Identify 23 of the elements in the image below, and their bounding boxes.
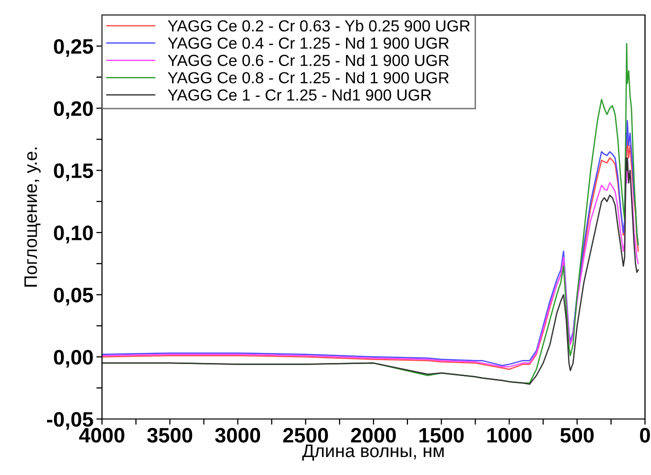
legend-label: YAGG Ce 0.2 - Cr 0.63 - Yb 0.25 900 UGR xyxy=(168,20,470,32)
legend-label: YAGG Ce 0.6 - Cr 1.25 - Nd 1 900 UGR xyxy=(168,54,449,66)
x-tick-label: 2000 xyxy=(351,428,396,443)
x-tick-label: 0 xyxy=(640,428,650,443)
legend-label: YAGG Ce 0.8 - Cr 1.25 - Nd 1 900 UGR xyxy=(168,72,449,84)
x-tick-label: 500 xyxy=(560,428,594,443)
y-axis-title: Поглощение, у.е. xyxy=(24,148,41,287)
y-tick-label: 0,25 xyxy=(54,39,94,57)
y-tick-label: 0,00 xyxy=(54,350,93,368)
x-tick-label: 3500 xyxy=(147,428,192,443)
x-tick-label: 2500 xyxy=(283,428,328,443)
y-tick-label: 0,20 xyxy=(54,101,93,120)
legend-label: YAGG Ce 0.4 - Cr 1.25 - Nd 1 900 UGR xyxy=(168,37,449,49)
y-tick-label: -0,05 xyxy=(47,412,94,430)
y-tick-label: 0,10 xyxy=(54,226,93,244)
x-tick-label: 3000 xyxy=(215,428,260,443)
y-tick-label: 0,15 xyxy=(54,163,94,182)
y-tick-label: 0,05 xyxy=(54,288,94,306)
x-axis-title: Длина волны, нм xyxy=(302,444,444,461)
x-tick-label: 1500 xyxy=(420,428,464,443)
x-tick-label: 4000 xyxy=(79,428,124,443)
x-tick-label: 1000 xyxy=(487,428,532,443)
legend-label: YAGG Ce 1 - Cr 1.25 - Nd1 900 UGR xyxy=(168,88,431,101)
